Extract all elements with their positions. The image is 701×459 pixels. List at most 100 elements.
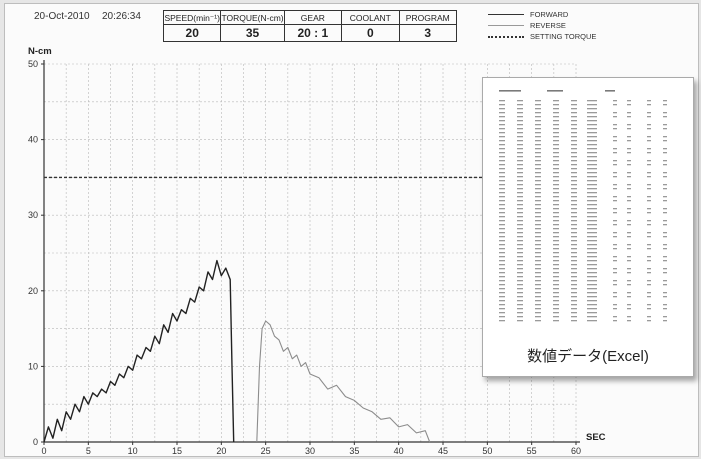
data-sheet-cell (553, 204, 559, 206)
data-sheet-cell (535, 252, 541, 254)
data-sheet-cell (535, 124, 541, 126)
data-sheet-cell (613, 116, 617, 118)
data-sheet-cell (535, 216, 541, 218)
data-sheet-cell (571, 208, 577, 210)
data-sheet-cell (517, 112, 523, 114)
data-sheet-cell (535, 112, 541, 114)
data-table-image (499, 90, 667, 322)
data-sheet-cell (553, 236, 559, 238)
data-sheet-cell (499, 164, 505, 166)
data-sheet-cell (553, 304, 559, 306)
data-sheet-cell (587, 264, 597, 266)
data-sheet-cell (553, 260, 559, 262)
data-sheet-cell (499, 208, 505, 210)
data-sheet-cell (627, 232, 631, 234)
data-sheet-cell (587, 244, 597, 246)
data-sheet-cell (553, 244, 559, 246)
data-sheet-cell (663, 116, 667, 118)
param-gear: GEAR 20 : 1 (284, 11, 343, 41)
legend-swatch-setting-torque (488, 35, 524, 38)
data-sheet-cell (553, 252, 559, 254)
data-sheet-cell (499, 288, 505, 290)
data-sheet-cell (587, 284, 597, 286)
data-sheet-cell (553, 288, 559, 290)
data-sheet-cell (663, 224, 667, 226)
data-sheet-cell (613, 304, 617, 306)
data-sheet-cell (587, 204, 597, 206)
param-torque-label: TORQUE(N-cm) (221, 13, 284, 25)
data-sheet-cell (535, 312, 541, 314)
data-sheet-cell (627, 104, 631, 106)
data-sheet-cell (517, 244, 523, 246)
data-sheet-cell (627, 272, 631, 274)
data-sheet-cell (587, 232, 597, 234)
y-tick-label: 50 (28, 59, 38, 69)
data-sheet-cell (587, 156, 597, 158)
data-sheet-cell (535, 188, 541, 190)
x-tick-label: 25 (261, 446, 271, 456)
data-sheet-cell (517, 308, 523, 310)
data-sheet-cell (647, 236, 651, 238)
data-sheet-cell (517, 184, 523, 186)
data-sheet-cell (627, 112, 631, 114)
data-sheet-cell (553, 256, 559, 258)
param-coolant-value: 0 (366, 26, 374, 40)
data-sheet-cell (553, 192, 559, 194)
data-sheet-cell (535, 260, 541, 262)
data-sheet-cell (535, 140, 541, 142)
data-sheet-cell (627, 164, 631, 166)
data-sheet-cell (627, 248, 631, 250)
data-sheet-cell (517, 268, 523, 270)
data-sheet-cell (647, 200, 651, 202)
data-sheet-cell (613, 172, 617, 174)
data-sheet-cell (517, 232, 523, 234)
legend-item-forward: FORWARD (488, 9, 628, 20)
data-sheet-cell (517, 292, 523, 294)
data-sheet-cell (571, 232, 577, 234)
data-sheet-cell (571, 212, 577, 214)
data-sheet-cell (553, 104, 559, 106)
data-sheet-cell (627, 320, 631, 322)
data-sheet-cell (663, 248, 667, 250)
data-sheet-cell (553, 264, 559, 266)
data-sheet-cell (499, 104, 505, 106)
data-sheet-cell (553, 140, 559, 142)
data-sheet-cell (571, 240, 577, 242)
data-sheet-cell (553, 276, 559, 278)
param-program-value: 3 (424, 26, 432, 40)
data-sheet-cell (587, 132, 597, 134)
data-sheet-cell (553, 112, 559, 114)
param-program: PROGRAM 3 (399, 11, 456, 41)
data-sheet-cell (587, 228, 597, 230)
data-sheet-cell (535, 240, 541, 242)
y-tick-label: 20 (28, 286, 38, 296)
y-tick-label: 40 (28, 135, 38, 145)
data-sheet-cell (499, 156, 505, 158)
data-sheet-cell (663, 100, 667, 102)
data-sheet-cell (517, 140, 523, 142)
data-sheet-cell (535, 100, 541, 102)
data-sheet-cell (535, 276, 541, 278)
data-sheet-cell (613, 248, 617, 250)
data-sheet-cell (613, 272, 617, 274)
data-sheet-cell (587, 304, 597, 306)
data-sheet-cell (647, 188, 651, 190)
data-sheet-cell (663, 220, 667, 222)
param-coolant: COOLANT 0 (342, 11, 400, 41)
data-sheet-cell (535, 264, 541, 266)
data-sheet-cell (535, 156, 541, 158)
data-sheet-cell (647, 304, 651, 306)
legend-label-reverse: REVERSE (530, 21, 566, 30)
data-sheet-cell (587, 184, 597, 186)
data-sheet-cell (587, 172, 597, 174)
data-sheet-cell (553, 216, 559, 218)
data-sheet-cell (663, 236, 667, 238)
data-sheet-cell (571, 288, 577, 290)
data-sheet-cell (571, 272, 577, 274)
data-sheet-cell (535, 232, 541, 234)
data-sheet-cell (627, 172, 631, 174)
data-sheet-cell (647, 284, 651, 286)
data-sheet-cell (499, 228, 505, 230)
data-sheet-cell (499, 160, 505, 162)
data-sheet-cell (613, 320, 617, 322)
